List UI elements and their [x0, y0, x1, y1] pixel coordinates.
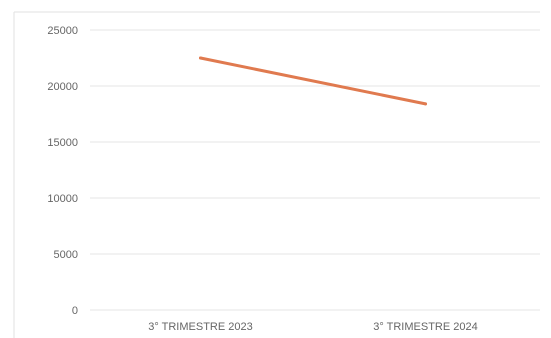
y-tick-label: 25000 — [47, 25, 78, 37]
series-line-0 — [199, 56, 427, 106]
y-tick-label: 5000 — [54, 249, 78, 261]
y-tick-label: 10000 — [47, 193, 78, 205]
y-axis-tick-labels: 0 5000 10000 15000 20000 25000 — [47, 25, 78, 317]
x-tick-label: 3° TRIMESTRE 2023 — [148, 321, 252, 333]
data-point — [424, 102, 427, 106]
grid-lines — [90, 29, 540, 311]
data-point — [199, 56, 202, 60]
y-tick-label: 0 — [72, 305, 78, 317]
x-axis-tick-labels: 3° TRIMESTRE 2023 3° TRIMESTRE 2024 — [148, 321, 477, 333]
x-tick-label: 3° TRIMESTRE 2024 — [373, 321, 477, 333]
series-layer — [199, 56, 427, 106]
y-tick-label: 20000 — [47, 81, 78, 93]
y-tick-label: 15000 — [47, 137, 78, 149]
